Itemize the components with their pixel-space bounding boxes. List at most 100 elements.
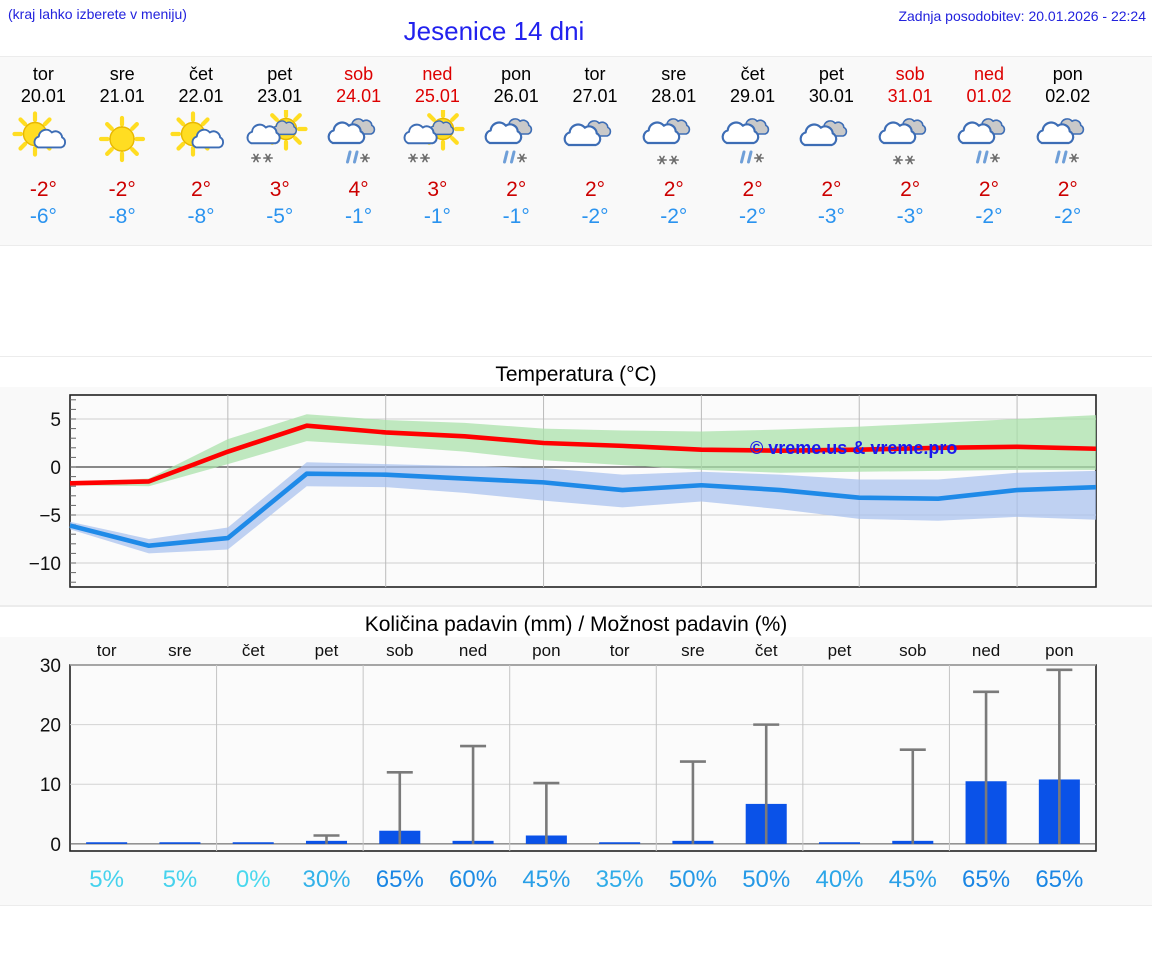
day-temp-min: -3° xyxy=(896,205,924,228)
day-temp-min: -8° xyxy=(108,205,136,228)
day-temp-max: 2° xyxy=(1057,178,1078,201)
precip-probability-label: 5% xyxy=(163,866,198,893)
day-of-week: sob xyxy=(344,64,374,84)
day-weather-icon xyxy=(1032,110,1104,172)
day-temp-max: 2° xyxy=(900,178,921,201)
precip-probability-label: 35% xyxy=(596,866,644,893)
day-temp-max: 3° xyxy=(427,178,448,201)
precip-day-label: pon xyxy=(532,641,560,660)
precip-day-label: ned xyxy=(459,641,487,660)
day-weather-icon xyxy=(874,110,946,172)
day-column[interactable]: pon 26.01 2° -1° xyxy=(477,57,556,245)
day-temp-max: 2° xyxy=(190,178,212,201)
precip-bar xyxy=(232,842,274,844)
day-date: 02.02 xyxy=(1045,86,1091,106)
day-column[interactable]: tor 20.01 -2° -6° xyxy=(4,57,83,245)
day-date: 27.01 xyxy=(572,86,618,106)
day-of-week: sob xyxy=(895,64,925,84)
weather-icon-sun xyxy=(99,115,146,163)
day-column[interactable]: čet 29.01 2° -2° xyxy=(713,57,792,245)
precip-bar xyxy=(159,842,201,844)
day-of-week: čet xyxy=(740,64,765,84)
day-date: 28.01 xyxy=(651,86,697,106)
day-weather-icon xyxy=(7,110,79,172)
day-temp-min: -8° xyxy=(187,205,215,228)
temp-y-tick-label: −10 xyxy=(29,554,61,575)
day-temp-max: 2° xyxy=(663,178,684,201)
day-date: 31.01 xyxy=(887,86,933,106)
weather-icon-sun-cloud-snow xyxy=(246,110,308,163)
precipitation-chart-block: Količina padavin (mm) / Možnost padavin … xyxy=(0,606,1152,906)
day-weather-icon xyxy=(953,110,1025,172)
day-column[interactable]: sob 31.01 2° -3° xyxy=(871,57,950,245)
day-date: 01.02 xyxy=(966,86,1012,106)
temperature-chart-title: Temperatura (°C) xyxy=(0,357,1152,387)
weather-icon-sun-cloud-snow xyxy=(403,110,465,163)
chart-watermark: © vreme.us & vreme.pro xyxy=(750,438,957,458)
day-temp-min: -1° xyxy=(345,205,373,228)
precip-probability-label: 65% xyxy=(376,866,424,893)
day-column[interactable]: ned 25.01 3° -1° xyxy=(398,57,477,245)
day-weather-icon xyxy=(480,110,552,172)
day-of-week: ned xyxy=(422,64,453,84)
weather-icon-cloud-rain-snow xyxy=(1036,118,1084,164)
day-temp-max: -2° xyxy=(29,178,57,201)
precip-bar xyxy=(818,842,861,844)
day-temp-min: -6° xyxy=(29,205,57,228)
precip-probability-label: 5% xyxy=(89,866,124,893)
temp-uncertainty-band xyxy=(70,414,1096,487)
precip-day-label: pon xyxy=(1045,641,1073,660)
temp-series-line xyxy=(69,471,1097,549)
day-temp-max: 2° xyxy=(821,178,842,201)
day-of-week: tor xyxy=(584,64,606,84)
precip-day-label: sre xyxy=(168,641,192,660)
day-column[interactable]: pet 30.01 2° -3° xyxy=(792,57,871,245)
day-weather-icon xyxy=(401,110,473,172)
day-column[interactable]: sob 24.01 4° -1° xyxy=(319,57,398,245)
strip-spacer xyxy=(0,246,1152,356)
day-of-week: pon xyxy=(1052,64,1083,84)
precip-probability-label: 50% xyxy=(669,866,717,893)
day-column[interactable]: sre 21.01 -2° -8° xyxy=(83,57,162,245)
weather-icon-cloud-snow xyxy=(878,118,927,165)
day-weather-icon xyxy=(795,110,867,172)
day-column[interactable]: pet 23.01 3° -5° xyxy=(240,57,319,245)
precip-probability-label: 45% xyxy=(889,866,937,893)
precip-probability-label: 65% xyxy=(1035,866,1083,893)
weather-icon-cloud-snow xyxy=(642,118,690,165)
page-header: (kraj lahko izberete v meniju) Jesenice … xyxy=(0,0,1152,56)
precip-plot-frame xyxy=(69,664,1097,852)
day-temp-max: -2° xyxy=(108,178,136,201)
day-temp-max: 2° xyxy=(978,178,999,201)
temp-y-tick-label: 0 xyxy=(50,458,61,479)
day-date: 29.01 xyxy=(730,86,776,106)
day-column[interactable]: sre 28.01 2° -2° xyxy=(634,57,713,245)
day-temp-min: -2° xyxy=(660,205,688,228)
day-column[interactable]: ned 01.02 2° -2° xyxy=(950,57,1029,245)
day-weather-icon xyxy=(244,110,316,172)
precipitation-chart-plot: 30 20 10 0 tor sre čet pet sob ned pon tor sre čet pet… xyxy=(40,641,1097,893)
weather-icon-cloud xyxy=(563,120,612,147)
menu-note[interactable]: (kraj lahko izberete v meniju) xyxy=(8,6,187,22)
day-weather-icon xyxy=(165,110,237,172)
weather-icon-cloud-rain-snow xyxy=(957,118,1006,164)
temp-uncertainty-band xyxy=(70,462,1096,554)
temp-y-tick-label: −5 xyxy=(39,506,61,527)
daily-forecast-strip: tor 20.01 -2° -6° sre 21.01 -2° -8° čet 22.01 2° -8… xyxy=(0,56,1152,246)
day-date: 21.01 xyxy=(99,86,145,106)
day-date: 23.01 xyxy=(257,86,303,106)
day-column[interactable]: pon 02.02 2° -2° xyxy=(1028,57,1107,245)
day-date: 30.01 xyxy=(808,86,854,106)
day-date: 24.01 xyxy=(336,86,382,106)
precip-day-label: tor xyxy=(97,641,117,660)
temp-y-tick-label: 5 xyxy=(50,410,61,431)
day-column[interactable]: čet 22.01 2° -8° xyxy=(162,57,241,245)
precip-probability-label: 30% xyxy=(302,866,350,893)
day-temp-min: -3° xyxy=(817,205,845,228)
day-date: 25.01 xyxy=(414,86,460,106)
weather-icon-sun-cloud xyxy=(12,111,67,157)
day-of-week: pet xyxy=(267,64,293,84)
precip-bar xyxy=(86,842,128,844)
day-column[interactable]: tor 27.01 2° -2° xyxy=(556,57,635,245)
precip-day-label: ned xyxy=(972,641,1000,660)
